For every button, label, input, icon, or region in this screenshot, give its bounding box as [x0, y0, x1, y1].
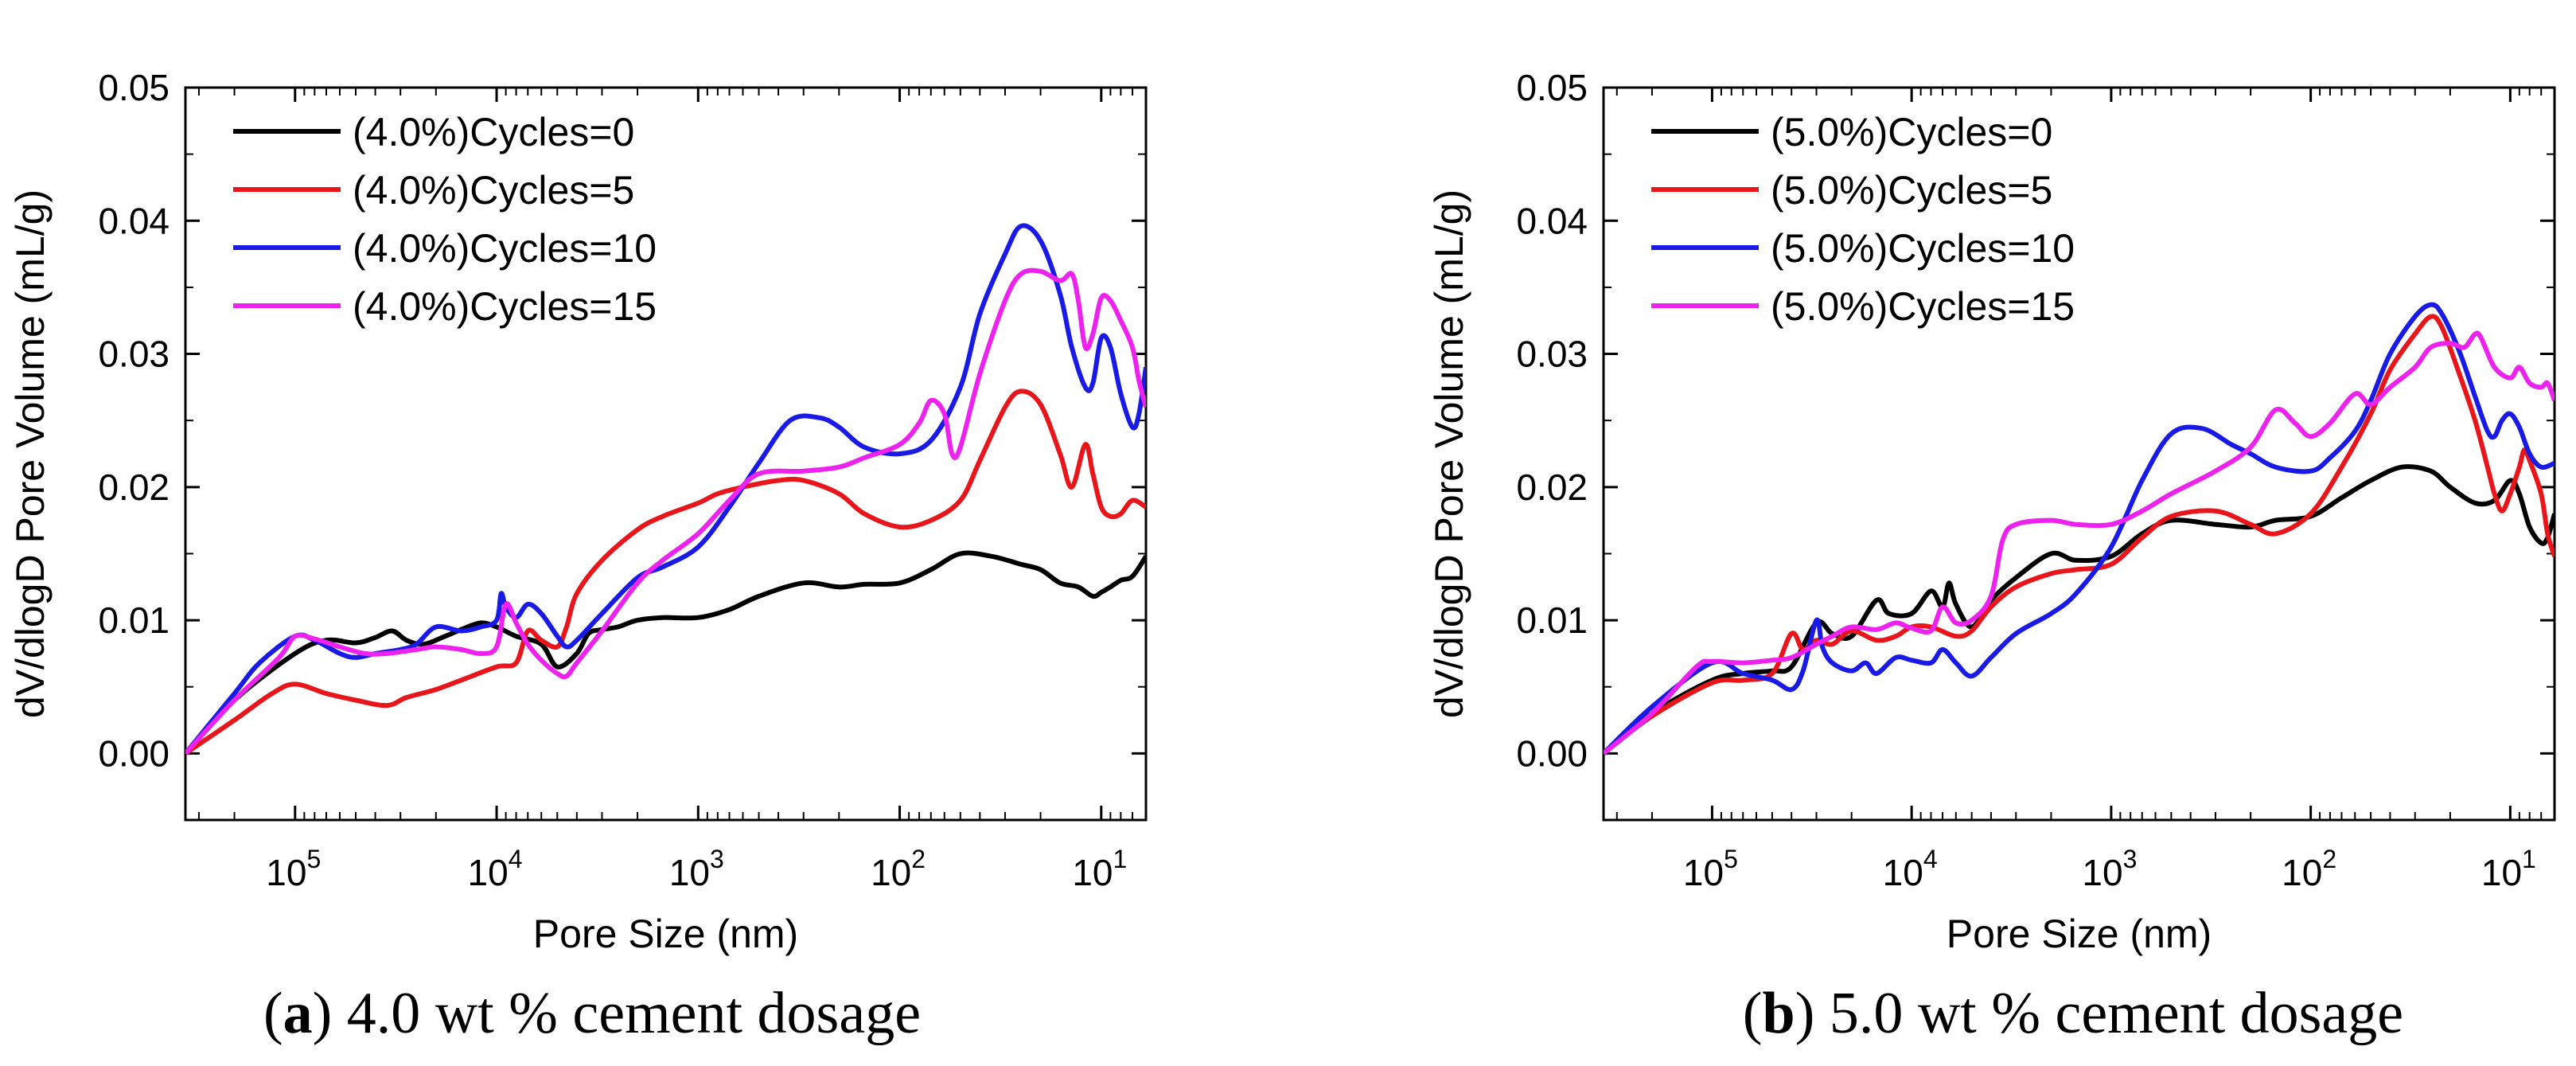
y-tick-label: 0.01 — [98, 599, 170, 641]
panel-caption: (a) 4.0 wt % cement dosage — [263, 981, 921, 1046]
legend-label-1: (5.0%)Cycles=5 — [1771, 168, 2052, 213]
x-tick-label: 103 — [669, 845, 724, 893]
x-tick-label: 105 — [266, 845, 321, 893]
x-tick-label: 102 — [871, 845, 926, 893]
y-axis-title: dV/dlogD Pore Volume (mL/g) — [8, 189, 53, 718]
y-tick-label: 0.05 — [98, 67, 170, 108]
x-axis-title: Pore Size (nm) — [533, 912, 798, 956]
legend-label-0: (4.0%)Cycles=0 — [353, 110, 634, 154]
x-tick-label: 105 — [1683, 845, 1738, 893]
x-tick-label: 104 — [1883, 845, 1938, 893]
series-line-1 — [1604, 314, 2555, 756]
plot-frame — [184, 86, 1148, 822]
y-tick-label: 0.00 — [1516, 732, 1588, 774]
legend-label-1: (4.0%)Cycles=5 — [353, 168, 634, 213]
legend-label-0: (5.0%)Cycles=0 — [1771, 110, 2052, 154]
series-line-3 — [1604, 330, 2555, 756]
panel-b-chart: 0.00 0.01 0.02 0.03 0.04 0.05 105 104 103 102 101 P… — [1427, 67, 2556, 1046]
y-tick-label: 0.01 — [1516, 599, 1588, 641]
legend-label-3: (4.0%)Cycles=15 — [353, 284, 657, 329]
series-line-2 — [1604, 302, 2555, 756]
x-tick-label: 101 — [1072, 845, 1127, 893]
legend-label-3: (5.0%)Cycles=15 — [1771, 284, 2075, 329]
series-line-1 — [185, 389, 1146, 756]
y-tick-label: 0.03 — [1516, 334, 1588, 375]
y-tick-label: 0.00 — [98, 732, 170, 774]
plot-frame — [1602, 86, 2556, 822]
y-tick-label: 0.04 — [98, 200, 170, 241]
y-tick-label: 0.02 — [98, 467, 170, 508]
legend-label-2: (4.0%)Cycles=10 — [353, 226, 657, 271]
x-tick-label: 103 — [2082, 845, 2137, 893]
panel-caption: (b) 5.0 wt % cement dosage — [1743, 981, 2403, 1046]
y-tick-label: 0.05 — [1516, 67, 1588, 108]
x-tick-label: 102 — [2282, 845, 2336, 893]
x-axis-title: Pore Size (nm) — [1947, 912, 2212, 956]
series-line-3 — [185, 267, 1146, 756]
y-axis-title: dV/dlogD Pore Volume (mL/g) — [1427, 189, 1471, 718]
panel-a-chart: 0.00 0.01 0.02 0.03 0.04 0.05 105 104 103 102 101 P… — [8, 67, 1148, 1046]
series-line-0 — [185, 550, 1146, 756]
y-tick-label: 0.04 — [1516, 200, 1588, 241]
x-tick-label: 104 — [468, 845, 523, 893]
x-tick-label: 101 — [2481, 845, 2536, 893]
y-tick-label: 0.03 — [98, 334, 170, 375]
legend-label-2: (5.0%)Cycles=10 — [1771, 226, 2075, 271]
y-tick-label: 0.02 — [1516, 467, 1588, 508]
series-line-0 — [1604, 464, 2555, 756]
